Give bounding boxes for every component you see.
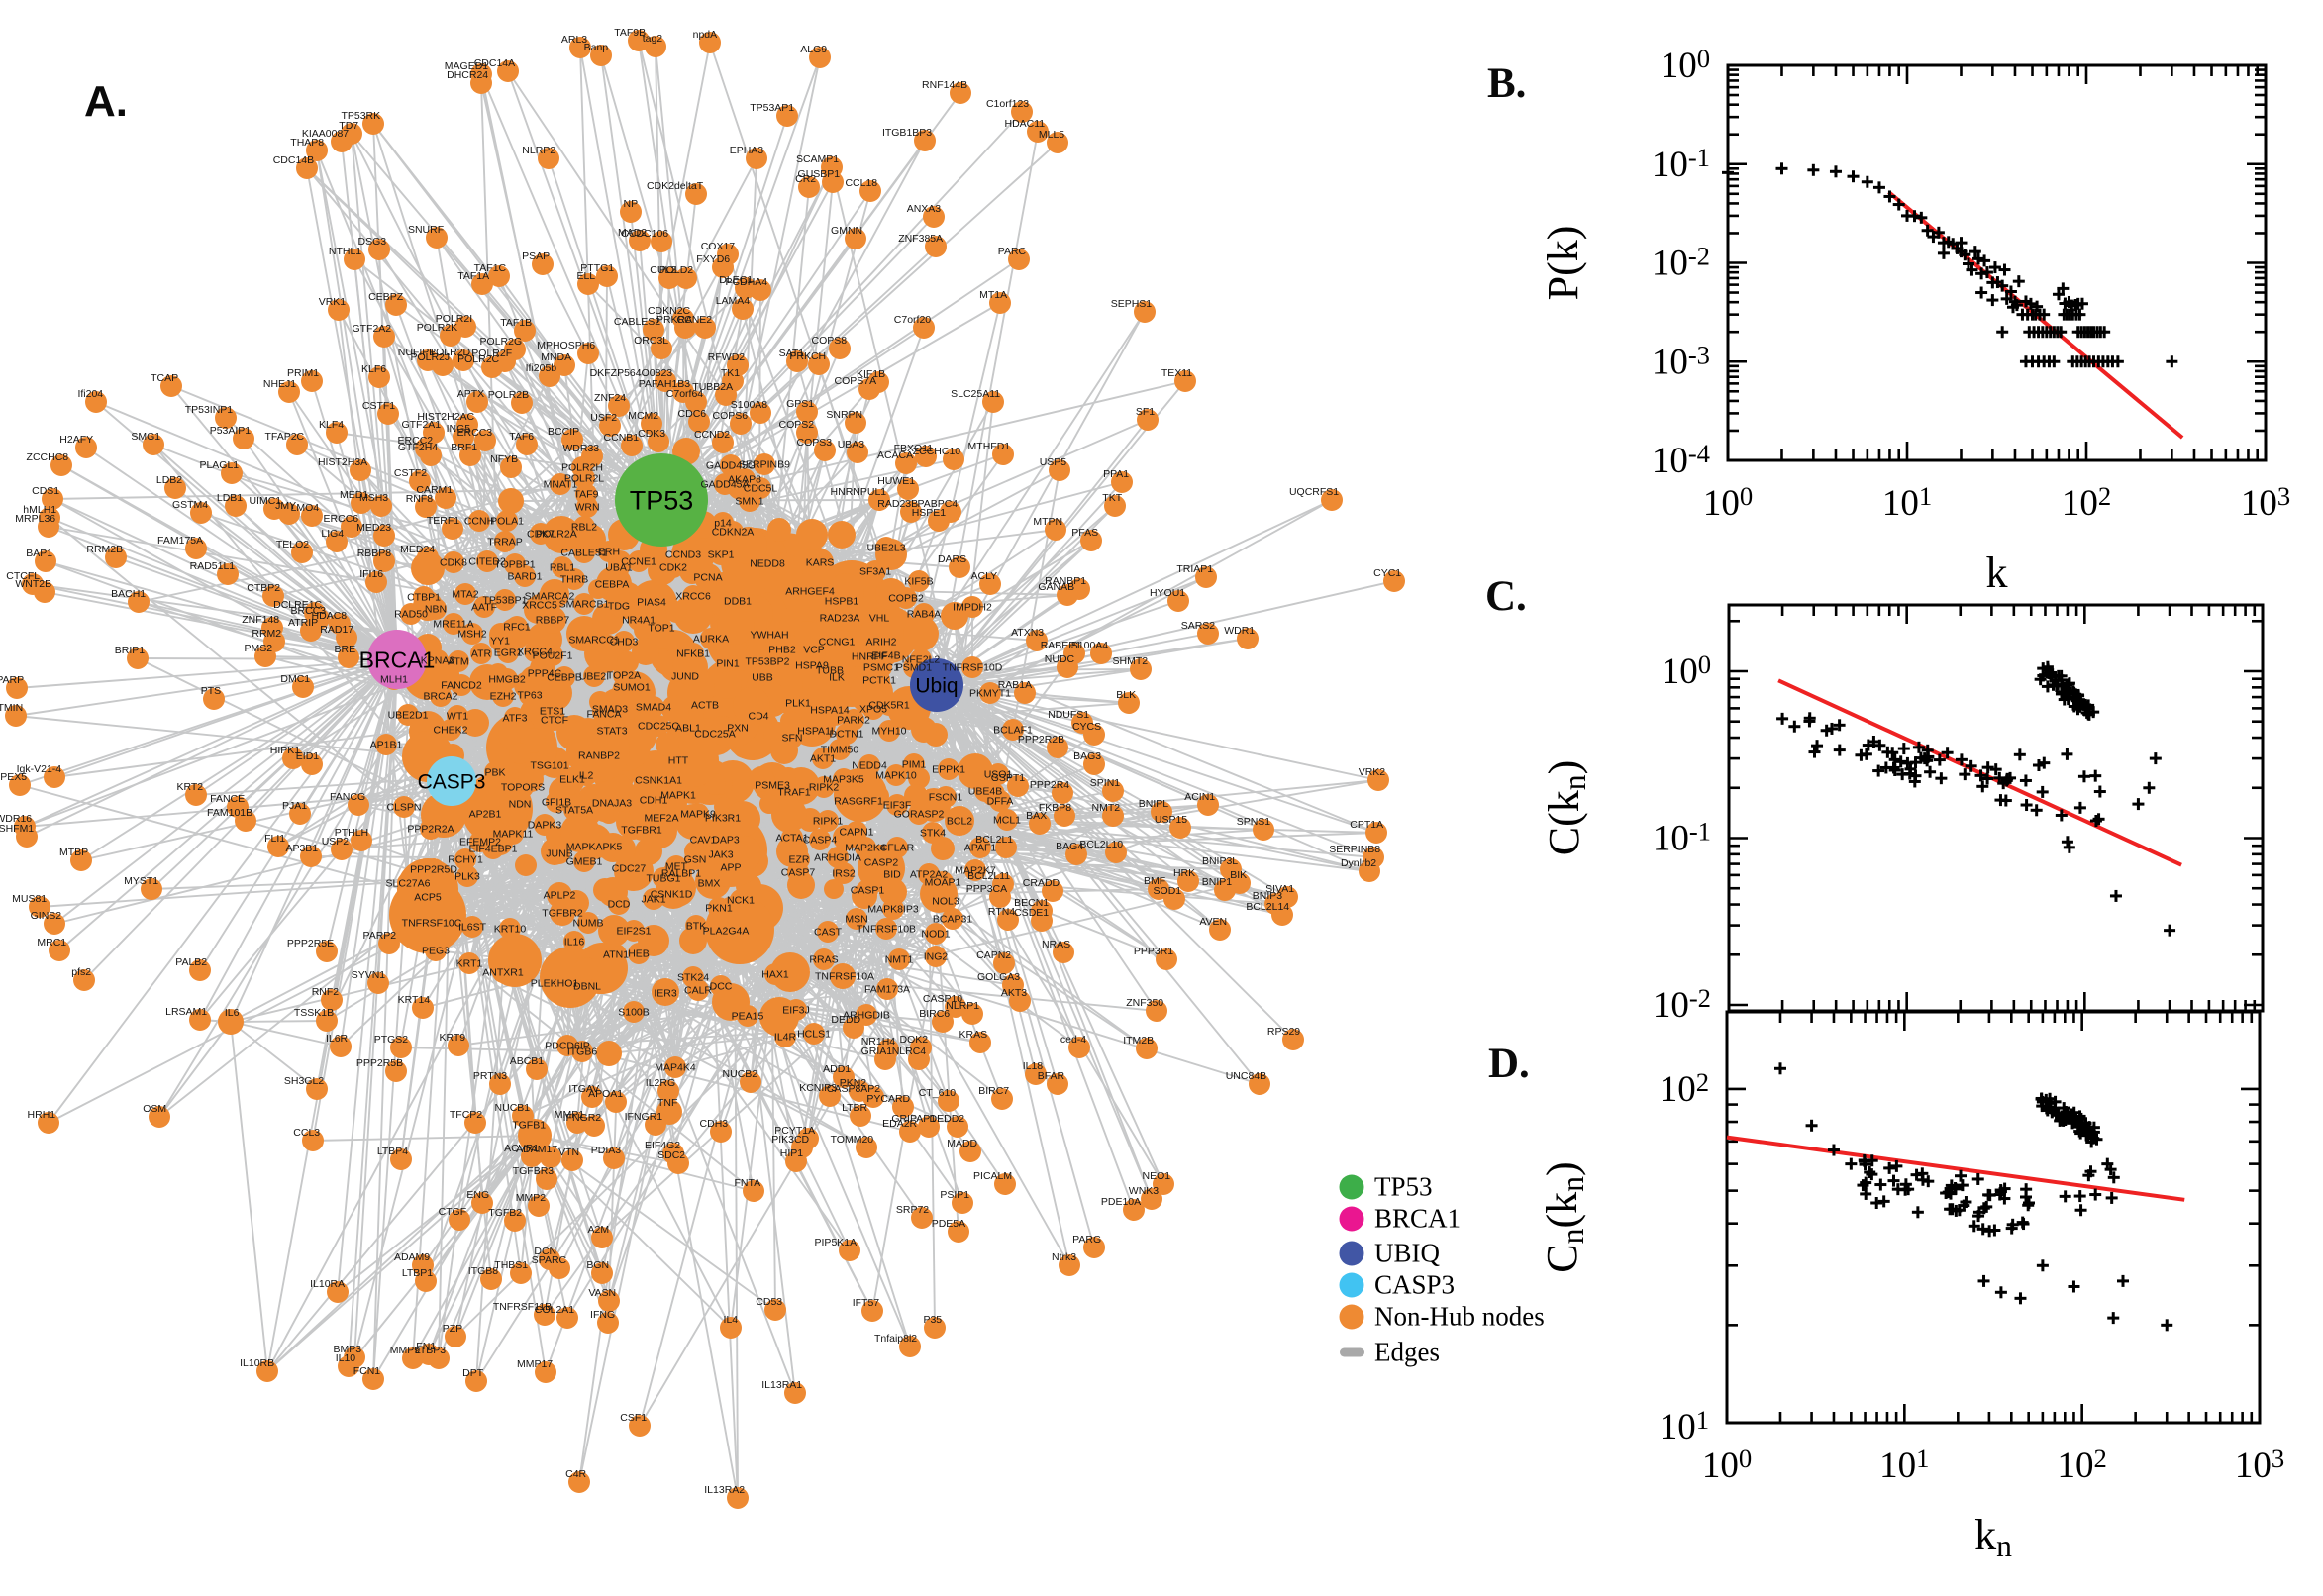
network-edge: [936, 481, 1123, 686]
network-edge: [337, 658, 398, 1293]
network-edge: [936, 499, 1333, 686]
network-edge: [427, 520, 508, 558]
network-edge: [151, 658, 398, 890]
network-edge: [378, 376, 398, 660]
network-edge: [936, 684, 1377, 834]
network-edge: [235, 505, 398, 660]
network-edge: [587, 283, 765, 465]
network-edge: [936, 311, 1146, 686]
network-edge: [316, 150, 445, 816]
network-edge: [372, 658, 398, 1380]
network-edge: [340, 658, 398, 1047]
network-edge: [15, 658, 398, 717]
network-edge: [152, 444, 398, 660]
network-edge: [48, 658, 398, 1124]
network-edge: [80, 658, 398, 861]
network-edge: [273, 508, 398, 660]
network-edge: [936, 684, 1379, 781]
network-edge: [26, 658, 398, 838]
network-edge: [243, 438, 398, 660]
network-edge: [348, 658, 398, 1367]
network-edge: [936, 684, 1370, 872]
network-edge: [548, 157, 662, 501]
network-edge: [351, 133, 398, 660]
network-edge: [53, 658, 398, 925]
network-edge: [341, 658, 398, 850]
network-edge: [936, 580, 1395, 686]
network-edge: [15, 715, 429, 757]
network-edge: [336, 432, 583, 468]
network-edge: [199, 658, 398, 1021]
network-edge: [19, 658, 398, 786]
network-edge: [936, 684, 1374, 858]
network-edge: [24, 658, 398, 828]
network-edge: [740, 380, 1186, 487]
